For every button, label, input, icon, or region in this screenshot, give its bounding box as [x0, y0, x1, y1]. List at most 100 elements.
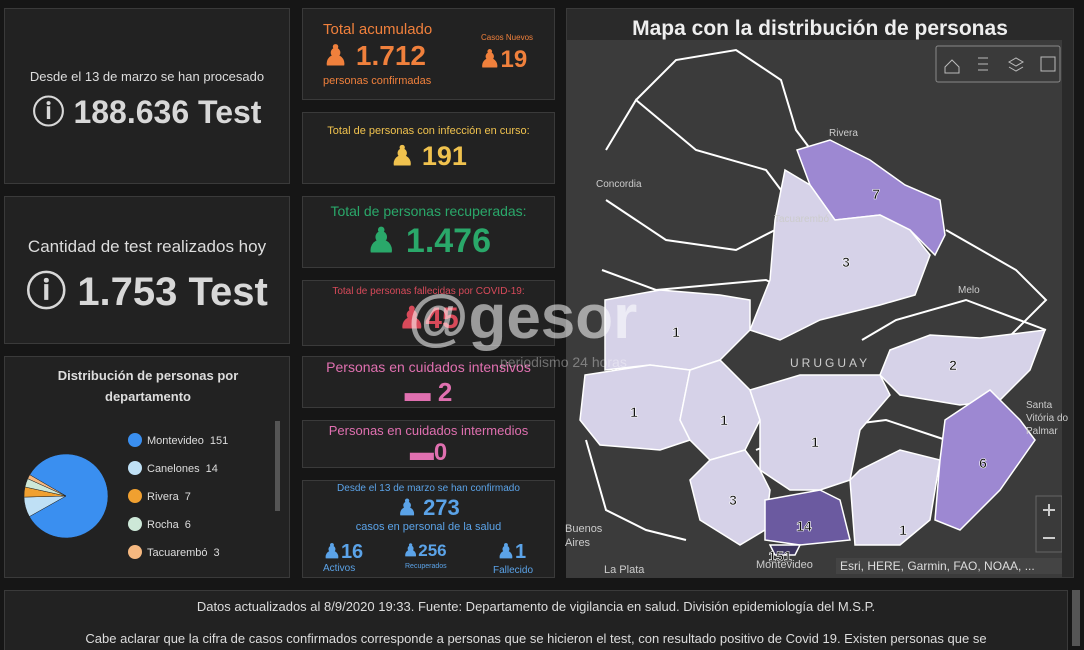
watermark-logo: @gesor — [408, 283, 638, 352]
label: Desde el 13 de marzo se han confirmado — [337, 483, 520, 494]
attribution-bg — [836, 558, 1062, 574]
place-label: URUGUAY — [790, 356, 871, 370]
value-text: 1.712 — [355, 40, 426, 71]
recovered-panel: Total de personas recuperadas: ♟ 1.476 — [302, 196, 555, 268]
value: ▬ 2 — [404, 377, 453, 407]
stat-label: Recuperados — [405, 563, 447, 570]
confirmed-panel: Total acumulado ♟ 1.712 personas confirm… — [302, 8, 555, 100]
pie-slice — [27, 474, 67, 497]
department-count: 3 — [729, 492, 737, 508]
department-count: 1 — [720, 412, 728, 428]
stat-label: Fallecido — [493, 565, 534, 576]
legend-button[interactable] — [978, 57, 988, 71]
basemap-button[interactable] — [1040, 56, 1056, 72]
place-label: Concordia — [596, 179, 642, 190]
place-label: Tacuarembó — [774, 214, 830, 225]
department — [849, 449, 941, 546]
department-count: 1 — [630, 404, 638, 420]
layers-button[interactable] — [1007, 57, 1025, 72]
deceased-panel: Total de personas fallecidas por COVID-1… — [302, 280, 555, 346]
place-label: Santa Vitória do Palmar — [1026, 400, 1069, 437]
place-label: Montevideo — [756, 559, 813, 571]
department-count: 151 — [768, 548, 792, 564]
department — [604, 289, 751, 371]
department — [934, 389, 1036, 531]
value-text: 2 — [437, 377, 453, 407]
legend-swatch — [128, 461, 142, 475]
legend-value: 6 — [185, 519, 191, 531]
department — [749, 168, 931, 341]
new-label: Casos Nuevos — [481, 33, 534, 42]
value: ♟45 — [398, 302, 459, 335]
legend-label: Rocha — [147, 519, 180, 531]
pie-panel: Distribución de personas por departament… — [4, 356, 290, 578]
legend-label: Canelones — [147, 463, 200, 475]
label: Desde el 13 de marzo se han procesado — [29, 69, 265, 84]
department-count: 1 — [899, 522, 907, 538]
stat-value: ♟1 — [497, 541, 527, 563]
value-text: 273 — [423, 495, 460, 520]
map-toolbar — [935, 45, 1061, 83]
value-text: 1.753 Test — [77, 270, 268, 314]
zoom-buttons[interactable] — [1043, 504, 1055, 539]
stat-value-text: 16 — [340, 541, 364, 563]
footer-scrollbar[interactable] — [1072, 590, 1080, 646]
department-count: 14 — [796, 518, 812, 534]
legend-swatch — [128, 433, 142, 447]
label: Total de personas fallecidas por COVID-1… — [332, 286, 525, 297]
scrollbar[interactable] — [275, 421, 280, 511]
toolbar-bg — [935, 45, 1061, 83]
legend-value: 151 — [210, 435, 228, 447]
legend-value: 7 — [185, 491, 191, 503]
stat-value-text: 256 — [418, 541, 447, 560]
place-label: Rivera — [829, 128, 858, 139]
place-label: La Plata — [604, 564, 645, 576]
footer-line: Cabe aclarar que la cifra de casos confi… — [85, 631, 987, 646]
department-count: 2 — [949, 357, 957, 373]
value: ♟ 273 — [397, 495, 460, 520]
department-count: 6 — [979, 455, 987, 471]
legend-swatch — [128, 489, 142, 503]
attribution: Esri, HERE, Garmin, FAO, NOAA, ... — [840, 559, 1035, 573]
legend-swatch — [128, 517, 142, 531]
place-label: Melo — [958, 285, 980, 296]
place-label: Buenos Aires — [565, 523, 603, 549]
label: Total de personas con infección en curso… — [327, 125, 530, 137]
active-panel: Total de personas con infección en curso… — [302, 112, 555, 184]
toolbar-icons[interactable] — [944, 56, 1056, 74]
legend-swatch — [128, 545, 142, 559]
tests-total-panel: Desde el 13 de marzo se han procesado ⓘ … — [4, 8, 290, 184]
legend-label: Tacuarembó — [147, 547, 208, 559]
footer-panel: Datos actualizados al 8/9/2020 19:33. Fu… — [4, 590, 1068, 650]
chart-title: Distribución de personas por departament… — [57, 368, 239, 404]
department-count: 1 — [672, 324, 680, 340]
sublabel: personas confirmadas — [323, 75, 432, 87]
intermediate-panel: Personas en cuidados intermedios ▬0 — [302, 420, 555, 468]
department — [768, 544, 802, 556]
label: Personas en cuidados intermedios — [328, 423, 529, 438]
department — [879, 329, 1047, 406]
home-button[interactable] — [944, 59, 960, 74]
department-count: 1 — [811, 434, 819, 450]
value: ♟ 1.712 — [323, 40, 426, 71]
pie-chart: Montevideo 151 Canelones 14 Rivera 7 Rocha 6 Tac… — [23, 433, 228, 559]
legend-value: 14 — [206, 463, 218, 475]
value: ⓘ 188.636 Test — [32, 94, 262, 130]
value-text: 188.636 Test — [73, 94, 262, 130]
sublabel: casos en personal de la salud — [355, 521, 502, 533]
watermark-tagline: periodismo 24 horas — [500, 354, 627, 370]
label: Total acumulado — [323, 21, 433, 38]
zoom-controls[interactable] — [1035, 495, 1062, 553]
department — [764, 489, 851, 546]
label: Total de personas recuperadas: — [330, 203, 527, 219]
legend-label: Montevideo — [147, 435, 204, 447]
new-value: ♟19 — [479, 46, 528, 73]
stat-label: Activos — [323, 563, 356, 574]
value: ♟ 1.476 — [365, 222, 492, 260]
map-title: Mapa con la distribución de personas — [632, 17, 1008, 40]
stat-value: ♟16 — [323, 541, 364, 563]
legend-label: Rivera — [147, 491, 180, 503]
